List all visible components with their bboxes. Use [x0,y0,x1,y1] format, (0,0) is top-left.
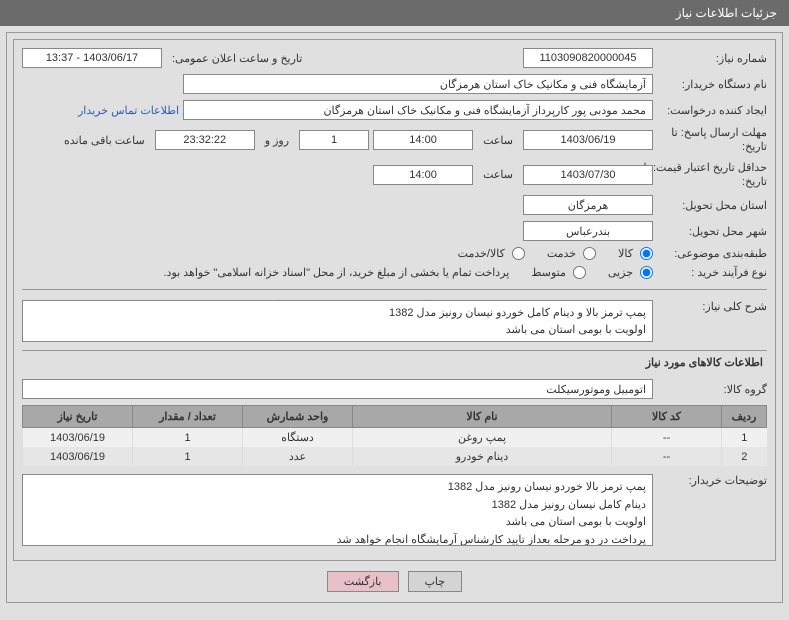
cell-n: 2 [722,447,767,466]
time-label-1: ساعت [477,134,519,147]
deadline-time: 14:00 [373,130,473,150]
cell-code: -- [612,447,722,466]
table-row: 1--پمپ روغندستگاه11403/06/19 [23,428,767,448]
cat-service-radio[interactable] [583,247,596,260]
cat-goods-radio[interactable] [640,247,653,260]
requester-value: محمد مودبی پور کارپرداز آزمایشگاه فنی و … [183,100,653,120]
price-valid-label: حداقل تاریخ اعتبار قیمت: تا تاریخ: [637,161,767,190]
purchase-type-label: نوع فرآیند خرید : [657,266,767,279]
pt-partial-radio[interactable] [640,266,653,279]
th-code: کد کالا [612,406,722,428]
deadline-label: مهلت ارسال پاسخ: تا تاریخ: [657,126,767,155]
need-no-value: 1103090820000045 [523,48,653,68]
header-title: جزئیات اطلاعات نیاز [676,6,777,20]
time-label-2: ساعت [477,168,519,181]
category-label: طبقه‌بندی موضوعی: [657,247,767,260]
remaining-time: 23:32:22 [155,130,255,150]
pt-medium-label: متوسط [531,266,566,279]
cat-service-label: خدمت [547,247,576,260]
group-label: گروه کالا: [657,383,767,396]
cat-both-radio[interactable] [512,247,525,260]
cell-qty: 1 [133,447,243,466]
th-row: ردیف [722,406,767,428]
price-valid-time: 14:00 [373,165,473,185]
announce-label: تاریخ و ساعت اعلان عمومی: [166,52,308,65]
pt-partial-label: جزیی [608,266,633,279]
cat-goods-label: کالا [618,247,633,260]
cell-unit: عدد [243,447,353,466]
overview-label: شرح کلی نیاز: [657,300,767,313]
items-table: ردیف کد کالا نام کالا واحد شمارش تعداد /… [22,405,767,466]
th-qty: تعداد / مقدار [133,406,243,428]
print-button[interactable]: چاپ [408,571,463,592]
buyer-org-value: آزمایشگاه فنی و مکانیک خاک استان هرمزگان [183,74,653,94]
desc-text[interactable]: پمپ ترمز بالا خوردو نیسان رونیز مدل 1382… [22,474,653,546]
cell-qty: 1 [133,428,243,448]
th-date: تاریخ نیاز [23,406,133,428]
cell-unit: دستگاه [243,428,353,448]
cell-date: 1403/06/19 [23,447,133,466]
cell-date: 1403/06/19 [23,428,133,448]
need-no-label: شماره نیاز: [657,52,767,65]
table-row: 2--دینام خودروعدد11403/06/19 [23,447,767,466]
cell-n: 1 [722,428,767,448]
button-bar: چاپ بازگشت [13,561,776,596]
province-value: هرمزگان [523,195,653,215]
announce-value: 1403/06/17 - 13:37 [22,48,162,68]
outer-frame: AriaTender.net شماره نیاز: 1103090820000… [6,32,783,603]
cell-name: پمپ روغن [353,428,612,448]
header-bar: جزئیات اطلاعات نیاز [0,0,789,26]
days-and: روز و [259,134,295,147]
inner-frame: AriaTender.net شماره نیاز: 1103090820000… [13,39,776,561]
back-button[interactable]: بازگشت [327,571,399,592]
group-value: اتومبیل وموتورسیکلت [22,379,653,399]
deadline-date: 1403/06/19 [523,130,653,150]
city-value: بندرعباس [523,221,653,241]
pt-medium-radio[interactable] [573,266,586,279]
buyer-org-label: نام دستگاه خریدار: [657,78,767,91]
province-label: استان محل تحویل: [657,199,767,212]
th-name: نام کالا [353,406,612,428]
contact-link[interactable]: اطلاعات تماس خریدار [78,104,179,117]
price-valid-date: 1403/07/30 [523,165,653,185]
content: شماره نیاز: 1103090820000045 تاریخ و ساع… [22,48,767,546]
cell-code: -- [612,428,722,448]
days-count: 1 [299,130,369,150]
remaining-label: ساعت باقی مانده [58,134,151,147]
items-section-header: اطلاعات کالاهای مورد نیاز [22,350,767,374]
desc-label: توضیحات خریدار: [657,474,767,487]
cell-name: دینام خودرو [353,447,612,466]
cat-both-label: کالا/خدمت [458,247,505,260]
city-label: شهر محل تحویل: [657,225,767,238]
purchase-note: پرداخت تمام یا بخشی از مبلغ خرید، از محل… [164,266,510,279]
requester-label: ایجاد کننده درخواست: [657,104,767,117]
overview-text[interactable]: پمپ ترمز بالا و دینام کامل خوردو نیسان ر… [22,300,653,342]
th-unit: واحد شمارش [243,406,353,428]
